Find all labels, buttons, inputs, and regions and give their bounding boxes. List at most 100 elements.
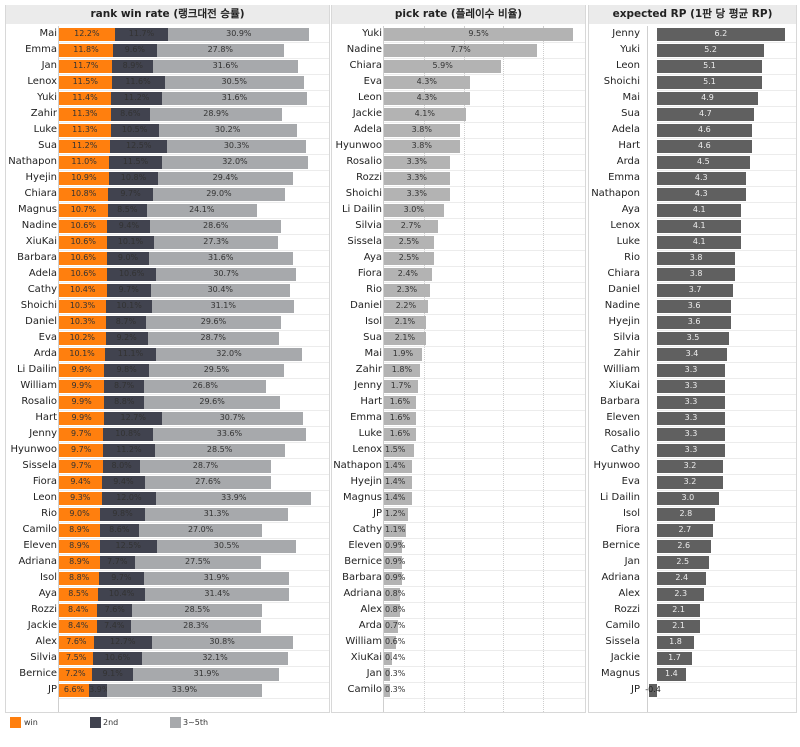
row-divider: [657, 282, 796, 283]
bar-row: Adriana 2.4: [589, 570, 796, 586]
bar-segment-3-5th: [145, 587, 289, 601]
bar-segment-3-5th: [132, 603, 263, 617]
data-label: 4.5: [696, 157, 710, 166]
bar-row: Leon 5.1: [589, 58, 796, 74]
bar: [384, 331, 426, 345]
data-label: 10.1%: [117, 237, 144, 246]
bar: [384, 507, 408, 521]
data-label: 27.3%: [203, 237, 229, 246]
data-label: 27.5%: [184, 557, 211, 566]
bar-row: Fiora 2.7: [589, 522, 796, 538]
row-divider: [384, 442, 585, 443]
bar: [384, 251, 434, 265]
data-label: 0.3%: [385, 685, 406, 694]
data-label: 11.3%: [72, 125, 98, 134]
category-label: Magnus: [343, 492, 382, 503]
data-label: 10.1%: [69, 349, 95, 358]
bar-segment-win: [59, 283, 107, 297]
row-divider: [384, 602, 585, 603]
category-label: Nadine: [604, 300, 640, 311]
category-label: Adela: [611, 124, 640, 135]
data-label: 11.1%: [117, 349, 144, 358]
bar: [384, 235, 434, 249]
bar: [384, 555, 402, 569]
row-divider: [657, 106, 796, 107]
row-divider: [59, 506, 329, 507]
bar-row: Camilo 2.1: [589, 618, 796, 634]
row-divider: [657, 410, 796, 411]
category-label: Hyejin: [608, 316, 640, 327]
category-label: Camilo: [347, 684, 382, 695]
data-label: 2.7%: [400, 221, 422, 230]
bar-segment-3-5th: [162, 91, 307, 105]
category-label: Lenox: [610, 220, 640, 231]
row-divider: [657, 650, 796, 651]
row-divider: [59, 346, 329, 347]
category-label: XiuKai: [25, 236, 57, 247]
data-label: 3.6: [687, 317, 701, 326]
row-divider: [384, 90, 585, 91]
category-label: Eleven: [606, 412, 640, 423]
row-divider: [657, 90, 796, 91]
bar-segment-3-5th: [149, 107, 282, 121]
category-label: Eleven: [23, 540, 57, 551]
bar: [384, 379, 418, 393]
data-label: 6.2: [714, 29, 728, 38]
row-divider: [384, 490, 585, 491]
bar: [384, 443, 414, 457]
bar: [657, 667, 686, 681]
data-label: 5.1: [703, 77, 716, 86]
bar-segment-2nd: [97, 587, 146, 601]
data-label: 3.2: [683, 477, 697, 486]
category-label: Nathapon: [333, 460, 382, 471]
y-axis-line: [647, 26, 648, 712]
bar-segment-win: [59, 587, 98, 601]
row-divider: [657, 346, 796, 347]
bar: [384, 171, 450, 185]
row-divider: [59, 682, 329, 683]
bar-row: Jan 0.3%: [332, 666, 585, 682]
bar: [384, 315, 426, 329]
data-label: 0.6%: [385, 637, 406, 646]
data-label: 8.9%: [69, 541, 90, 550]
bar-row: XiuKai 3.3: [589, 378, 796, 394]
data-label: 6.6%: [63, 685, 85, 694]
bar-segment-win: [59, 219, 108, 233]
bar-row: Rosalio 9.9% 8.8% 29.6%: [6, 394, 329, 410]
category-label: Arda: [358, 620, 382, 631]
row-divider: [59, 474, 329, 475]
bar-segment-2nd: [107, 235, 154, 249]
bar-segment-3-5th: [156, 43, 284, 57]
bar-segment-win: [59, 635, 94, 649]
category-label: Silvia: [355, 220, 382, 231]
bar: [384, 107, 466, 121]
bar-segment-win: [59, 155, 110, 169]
gridline: [423, 26, 425, 712]
row-divider: [657, 618, 796, 619]
category-label: Mai: [39, 28, 57, 39]
category-label: Rio: [624, 252, 640, 263]
row-divider: [384, 298, 585, 299]
category-label: Adriana: [343, 588, 383, 599]
data-label: 1.9%: [392, 349, 414, 358]
bar: [657, 43, 765, 57]
bar-segment-3-5th: [152, 299, 295, 313]
row-divider: [384, 330, 585, 331]
data-label: 10.6%: [70, 221, 96, 230]
bar-row: Hyejin 1.4%: [332, 474, 585, 490]
data-label: 31.6%: [221, 93, 248, 102]
data-label: 26.8%: [192, 381, 218, 390]
bar-segment-2nd: [104, 411, 163, 425]
bar-row: Hyejin 10.9% 10.8% 29.4%: [6, 170, 329, 186]
data-label: 9.9%: [71, 365, 92, 374]
bar-segment-win: [59, 315, 107, 329]
data-label: 8.9%: [122, 61, 143, 70]
category-label: Camilo: [605, 620, 640, 631]
bar-row: Yuki 11.4% 11.2% 31.6%: [6, 90, 329, 106]
category-label: Eva: [621, 476, 640, 487]
data-label: 9.9%: [71, 397, 92, 406]
row-divider: [59, 90, 329, 91]
bar-segment-3-5th: [150, 219, 282, 233]
data-label: 10.1%: [116, 301, 142, 310]
data-label: 30.2%: [214, 125, 241, 134]
